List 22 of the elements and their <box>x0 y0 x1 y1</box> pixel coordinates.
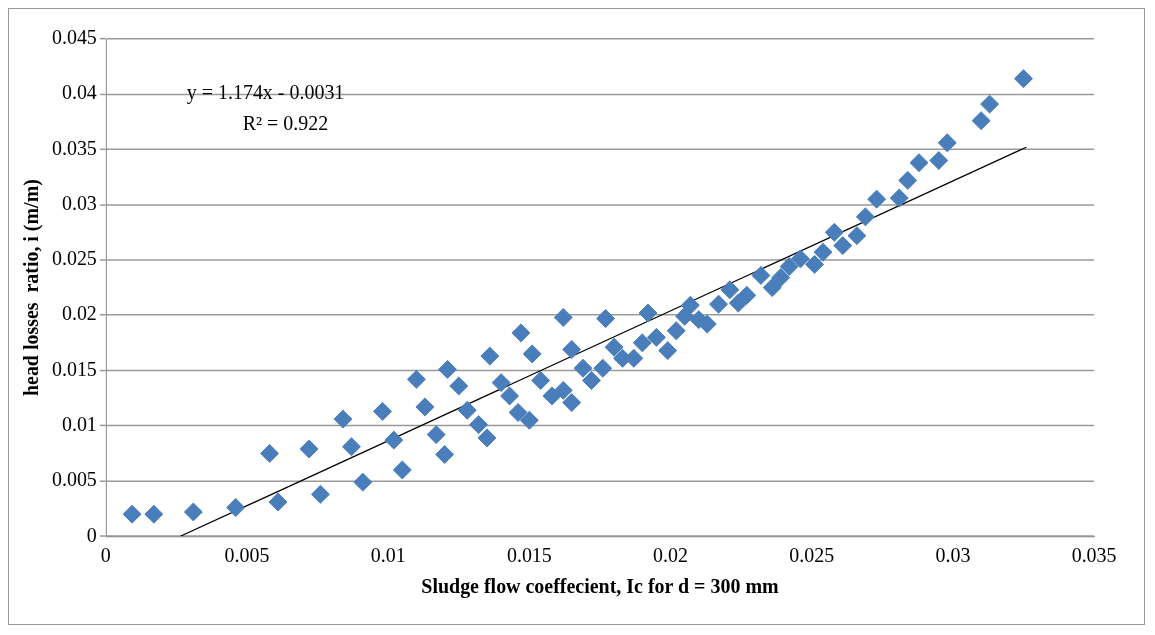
x-tick-label: 0.02 <box>653 544 689 567</box>
y-tick-label: 0.01 <box>61 413 97 435</box>
x-axis-title: Sludge flow coeffecient, Ic for d = 300 mm <box>421 575 780 599</box>
x-tick-label: 0.015 <box>506 544 552 567</box>
x-tick-label: 0.035 <box>1071 544 1117 567</box>
y-tick-label: 0.035 <box>51 136 97 159</box>
y-tick-label: 0.025 <box>51 247 97 270</box>
x-tick-label: 0.005 <box>224 544 270 567</box>
x-tick-label: 0 <box>100 544 111 567</box>
y-tick-label: 0.015 <box>51 357 97 380</box>
y-axis-title: head losses ratio, i (m/m) <box>20 179 44 397</box>
x-tick-label: 0.03 <box>935 544 971 567</box>
y-tick-label: 0 <box>86 523 97 546</box>
annotation: R² = 0.922 <box>242 111 329 134</box>
y-tick-label: 0.005 <box>51 468 97 491</box>
annotation: y = 1.174x - 0.0031 <box>186 80 345 104</box>
y-tick-label: 0.045 <box>51 26 97 49</box>
x-tick-label: 0.025 <box>789 544 835 567</box>
x-tick-label: 0.01 <box>370 544 406 567</box>
y-tick-label: 0.02 <box>61 302 97 325</box>
y-tick-label: 0.04 <box>61 81 97 104</box>
y-tick-label: 0.03 <box>61 191 97 214</box>
